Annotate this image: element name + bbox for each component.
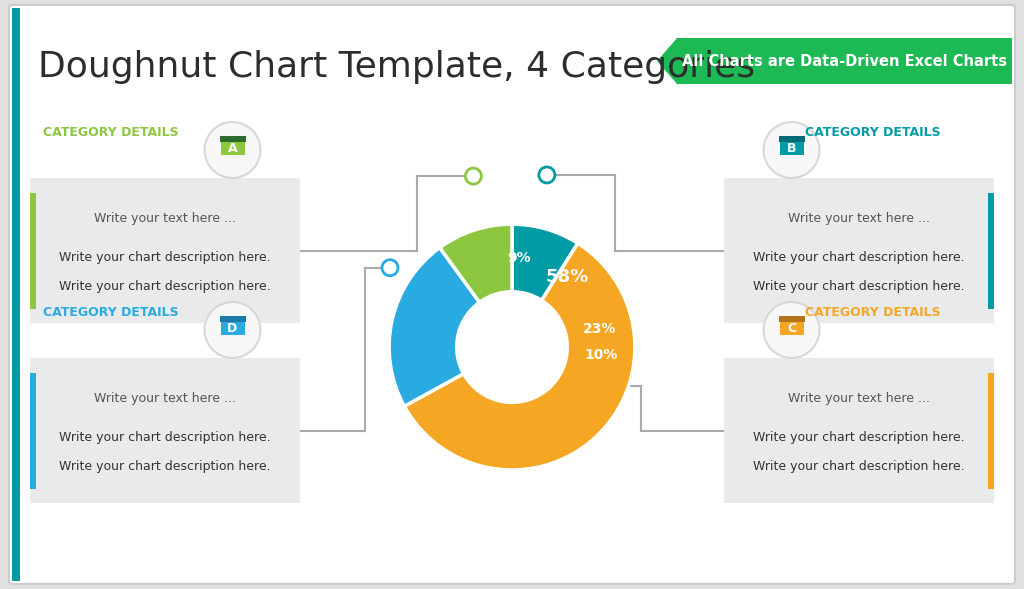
Text: Write your chart description here.: Write your chart description here. (754, 252, 965, 264)
Circle shape (205, 122, 260, 178)
Bar (988, 372, 994, 488)
Text: Write your text here ...: Write your text here ... (788, 392, 930, 405)
Circle shape (205, 302, 260, 358)
Text: Write your chart description here.: Write your chart description here. (59, 252, 270, 264)
Text: Doughnut Chart Template, 4 Categories: Doughnut Chart Template, 4 Categories (38, 50, 755, 84)
FancyBboxPatch shape (219, 316, 246, 322)
FancyBboxPatch shape (30, 178, 300, 323)
FancyBboxPatch shape (778, 135, 805, 142)
Text: Write your text here ...: Write your text here ... (788, 212, 930, 225)
Bar (12, 8, 20, 581)
FancyBboxPatch shape (9, 5, 1015, 584)
Text: CATEGORY DETAILS: CATEGORY DETAILS (805, 125, 940, 138)
Polygon shape (658, 38, 678, 84)
Text: Write your chart description here.: Write your chart description here. (59, 460, 270, 473)
Text: Write your chart description here.: Write your chart description here. (754, 280, 965, 293)
Text: Write your text here ...: Write your text here ... (94, 392, 236, 405)
FancyBboxPatch shape (30, 358, 300, 503)
Text: Write your chart description here.: Write your chart description here. (754, 460, 965, 473)
Bar (30, 193, 36, 309)
Text: CATEGORY DETAILS: CATEGORY DETAILS (43, 306, 179, 319)
Bar (988, 193, 994, 309)
Text: 9%: 9% (507, 252, 530, 265)
Text: 23%: 23% (583, 322, 616, 336)
Text: CATEGORY DETAILS: CATEGORY DETAILS (43, 125, 179, 138)
Wedge shape (439, 224, 512, 302)
Bar (30, 372, 36, 488)
Text: 10%: 10% (584, 348, 617, 362)
Text: Write your chart description here.: Write your chart description here. (59, 280, 270, 293)
Circle shape (382, 260, 398, 276)
Wedge shape (404, 243, 635, 470)
Wedge shape (512, 224, 578, 300)
Bar (678, 38, 1012, 84)
Text: Write your text here ...: Write your text here ... (94, 212, 236, 225)
Circle shape (764, 302, 819, 358)
Circle shape (590, 378, 605, 394)
Circle shape (539, 167, 555, 183)
Text: All Charts are Data-Driven Excel Charts: All Charts are Data-Driven Excel Charts (683, 54, 1008, 68)
Text: Write your chart description here.: Write your chart description here. (754, 431, 965, 444)
Text: A: A (227, 142, 238, 155)
FancyBboxPatch shape (220, 142, 245, 155)
Wedge shape (389, 247, 479, 406)
FancyBboxPatch shape (724, 178, 994, 323)
Text: C: C (786, 322, 796, 335)
FancyBboxPatch shape (778, 316, 805, 322)
FancyBboxPatch shape (779, 322, 804, 335)
Text: B: B (786, 142, 797, 155)
Text: 58%: 58% (545, 268, 589, 286)
Circle shape (465, 168, 481, 184)
FancyBboxPatch shape (779, 142, 804, 155)
Text: CATEGORY DETAILS: CATEGORY DETAILS (805, 306, 940, 319)
FancyBboxPatch shape (220, 322, 245, 335)
Circle shape (764, 122, 819, 178)
FancyBboxPatch shape (219, 135, 246, 142)
Text: D: D (227, 322, 238, 335)
Text: Write your chart description here.: Write your chart description here. (59, 431, 270, 444)
FancyBboxPatch shape (724, 358, 994, 503)
